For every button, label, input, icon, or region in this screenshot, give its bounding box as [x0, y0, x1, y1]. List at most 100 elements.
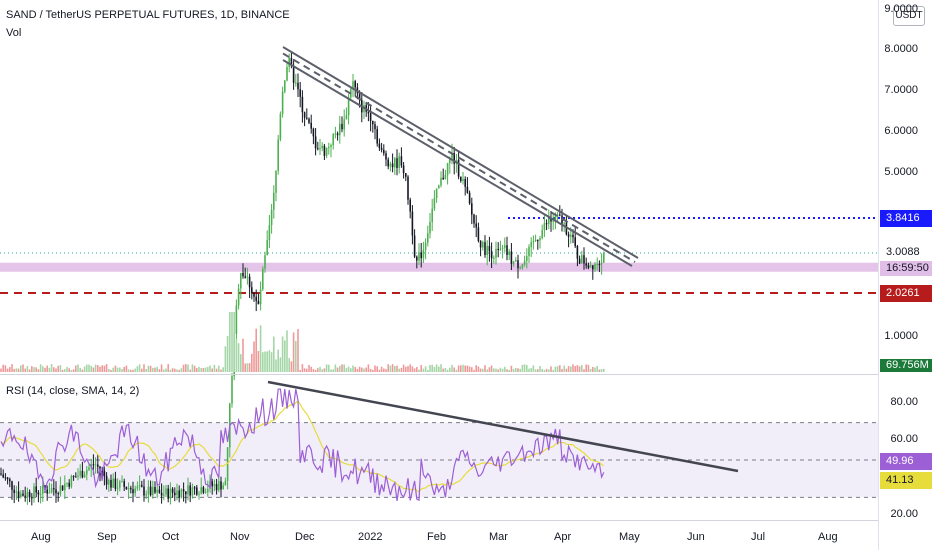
candle-body: [603, 253, 605, 263]
candle-body: [471, 203, 473, 215]
volume-bar: [15, 368, 18, 372]
candle-body: [407, 176, 409, 200]
volume-bar: [444, 367, 447, 372]
candle-body: [347, 97, 350, 116]
volume-bar: [119, 367, 121, 372]
candle-body: [53, 488, 55, 490]
volume-bar: [600, 369, 603, 372]
time-label: Nov: [230, 531, 250, 543]
candle-body: [108, 479, 110, 485]
candle-body: [112, 478, 114, 488]
candle-body: [297, 82, 299, 90]
time-label: Dec: [295, 531, 315, 543]
candle-body: [321, 145, 323, 149]
time-label: Aug: [31, 531, 51, 543]
volume-bar: [86, 364, 88, 372]
volume-bar: [275, 359, 277, 372]
candle-body: [409, 199, 411, 212]
candle-body: [191, 487, 194, 496]
candle-body: [152, 487, 154, 496]
volume-bar: [218, 365, 220, 372]
volume-bar: [180, 368, 183, 372]
volume-bar: [341, 364, 343, 372]
candle-body: [449, 158, 451, 164]
candle-body: [341, 123, 343, 130]
volume-bar: [383, 368, 385, 372]
volume-legend[interactable]: Vol: [6, 27, 22, 39]
volume-bar: [358, 366, 361, 372]
volume-bar: [299, 369, 301, 372]
volume-bar: [176, 369, 178, 372]
volume-bar: [385, 369, 387, 372]
time-label: Aug: [818, 531, 838, 543]
volume-bar: [319, 366, 321, 372]
volume-bar: [42, 366, 44, 372]
candle-body: [435, 188, 438, 199]
candle-body: [160, 492, 163, 496]
candle-body: [169, 488, 172, 499]
volume-bar: [356, 368, 359, 372]
volume-bar: [207, 366, 209, 372]
volume-bar: [495, 368, 497, 372]
candle-body: [488, 246, 491, 252]
volume-bar: [48, 367, 51, 372]
symbol-legend[interactable]: SAND / TetherUS PERPETUAL FUTURES, 1D, B…: [6, 9, 290, 21]
volume-bar: [460, 365, 462, 372]
volume-bar: [200, 367, 202, 372]
volume-bar: [248, 363, 251, 372]
volume-bar: [308, 364, 310, 372]
volume-bar: [427, 369, 429, 372]
rsi-legend[interactable]: RSI (14, close, SMA, 14, 2): [6, 385, 140, 397]
candle-body: [218, 481, 220, 491]
volume-bar: [187, 364, 189, 372]
volume-bar: [44, 367, 46, 372]
volume-bar: [246, 363, 249, 372]
volume-bar: [420, 365, 422, 372]
volume-bar: [528, 368, 530, 372]
volume-bar: [191, 364, 194, 372]
volume-bar: [457, 365, 460, 372]
volume-bar: [323, 368, 326, 372]
candle-body: [295, 82, 297, 84]
support-price-tag: 2.0261: [880, 285, 932, 302]
candle-body: [523, 260, 526, 265]
candle-body: [4, 477, 7, 479]
candle-body: [156, 489, 158, 493]
candle-body: [587, 265, 590, 268]
candle-body: [143, 486, 145, 496]
candle-body: [273, 192, 275, 210]
candle-body: [530, 242, 532, 247]
volume-bar: [581, 365, 583, 372]
volume-bar: [160, 364, 163, 372]
candle-body: [202, 487, 205, 493]
candle-body: [237, 288, 240, 306]
volume-bar: [398, 368, 400, 372]
volume-bar: [57, 365, 59, 372]
volume-bar: [603, 368, 605, 372]
candle-body: [127, 488, 130, 490]
volume-bar: [466, 365, 469, 372]
volume-bar: [99, 366, 101, 372]
currency-unit-badge[interactable]: USDT: [893, 6, 925, 26]
volume-bar: [88, 364, 90, 372]
volume-bar: [125, 365, 128, 372]
volume-bar: [266, 351, 268, 372]
pane-divider[interactable]: [0, 374, 878, 375]
volume-bar: [17, 368, 20, 372]
volume-bar: [301, 364, 304, 372]
candle-body: [418, 252, 420, 261]
candle-body: [75, 476, 77, 478]
price-tick: 8.0000: [884, 43, 918, 55]
candle-body: [583, 255, 585, 264]
candle-body: [222, 485, 224, 490]
candle-body: [310, 122, 312, 129]
channel-upper-line: [282, 46, 639, 259]
volume-bar: [422, 368, 425, 372]
volume-bar: [259, 325, 262, 372]
candle-body: [189, 485, 191, 496]
candle-body: [246, 276, 249, 278]
candle-body: [48, 492, 51, 494]
volume-bar: [116, 367, 119, 372]
volume-bar: [510, 365, 513, 372]
